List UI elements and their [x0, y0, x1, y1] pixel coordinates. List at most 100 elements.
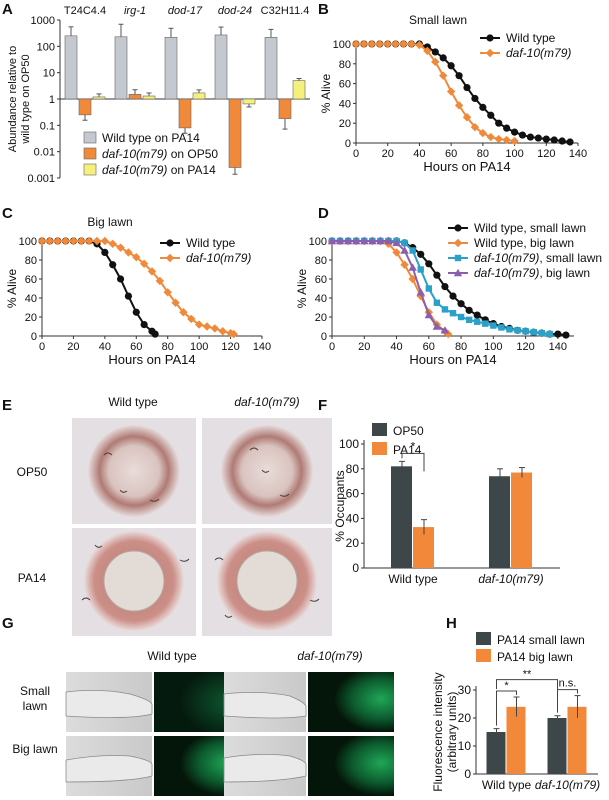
y-tick-label: 0.001 — [27, 173, 55, 185]
bar-0 — [64, 35, 78, 100]
series-point-0 — [550, 136, 558, 144]
series-point-1 — [462, 113, 472, 122]
series-point-1 — [210, 324, 220, 333]
bar-1 — [567, 706, 587, 774]
series-point-2 — [441, 306, 449, 313]
series-point-0 — [439, 54, 447, 62]
x-tick-label: 20 — [67, 341, 79, 353]
category-label: irg-1 — [124, 5, 146, 17]
series-point-1 — [351, 39, 361, 49]
series-point-0 — [447, 62, 455, 70]
x-tick-label: 80 — [162, 341, 174, 353]
series-point-2 — [514, 327, 521, 334]
legend-label-1: PA14 big lawn — [497, 650, 573, 664]
legend-label-0: Wild type — [186, 236, 236, 250]
y-tick-label: 100 — [19, 236, 37, 248]
bar-1 — [228, 98, 242, 168]
series-point-0 — [457, 300, 465, 308]
series-point-0 — [433, 271, 441, 279]
legend-marker-1 — [453, 238, 463, 248]
series-point-1 — [392, 248, 401, 257]
x-tick-label: 120 — [516, 341, 534, 353]
series-point-0 — [151, 330, 159, 338]
series-point-3 — [384, 236, 393, 245]
chart-title: Small lawn — [409, 13, 467, 27]
bar-2 — [192, 92, 206, 100]
x-tick-label: 80 — [477, 148, 489, 160]
x-tick-label: 140 — [253, 341, 271, 353]
series-point-1 — [415, 40, 424, 50]
y-tick-label: 10 — [458, 739, 472, 753]
series-point-0 — [463, 83, 471, 92]
series-point-2 — [465, 316, 473, 324]
category-label: daf-10(m79) — [535, 778, 600, 792]
series-point-0 — [116, 275, 125, 283]
series-point-1 — [37, 236, 47, 246]
x-tick-label: 80 — [455, 341, 467, 353]
series-point-1 — [187, 314, 196, 324]
series-point-0 — [441, 283, 449, 291]
x-tick-label: 120 — [537, 148, 555, 160]
gfp-daf10-small — [308, 672, 394, 732]
sig-label: * — [411, 439, 416, 453]
legend-label-1: daf-10(m79) — [506, 46, 571, 60]
series-point-0 — [431, 48, 439, 56]
series-point-0 — [465, 306, 473, 314]
y-axis-label: Abundance relative towild type on OP50 — [7, 46, 32, 152]
lawn-wt-pa14 — [103, 550, 165, 612]
x-tick-label: 20 — [382, 148, 394, 160]
panel-e-row-pa14: PA14 — [18, 571, 47, 585]
series-point-0 — [109, 261, 117, 269]
y-axis-label: % Alive — [295, 269, 309, 309]
series-point-1 — [69, 236, 78, 246]
series-point-0 — [449, 292, 457, 300]
panel-letter-c: C — [2, 205, 13, 222]
series-point-0 — [526, 133, 535, 141]
series-point-2 — [457, 313, 465, 321]
x-tick-label: 40 — [99, 341, 111, 353]
series-point-0 — [554, 330, 562, 338]
series-point-1 — [155, 276, 165, 286]
series-point-0 — [487, 111, 495, 119]
y-tick-label: 0.1 — [40, 120, 55, 132]
series-point-1 — [202, 322, 212, 331]
category-label: T24C4.4 — [64, 5, 106, 17]
series-point-1 — [494, 134, 503, 144]
series-point-1 — [53, 236, 62, 246]
legend-marker-2 — [454, 254, 462, 262]
legend-swatch-2 — [83, 163, 97, 176]
bar-1 — [78, 98, 92, 116]
panel-g-row-big-label: Big lawn — [12, 742, 57, 756]
series-point-0 — [510, 128, 519, 136]
panel-g-row-small-label: Small lawn — [20, 684, 50, 713]
series-point-1 — [132, 252, 141, 262]
sig-label-between: ** — [523, 669, 532, 681]
panel-e-col-wildtype: Wild type — [108, 395, 158, 409]
plate-daf10-op50 — [221, 425, 313, 517]
x-tick-label: 100 — [190, 341, 208, 353]
series-point-0 — [558, 137, 566, 145]
bar-1 — [511, 472, 532, 568]
x-axis-label: Hours on PA14 — [409, 352, 496, 367]
worm-bf-wt-big — [65, 755, 153, 783]
y-axis-label: % Alive — [319, 74, 333, 114]
legend-label-2: daf-10(m79), small lawn — [474, 251, 602, 265]
category-label: C32H11.4 — [261, 5, 310, 17]
series-point-1 — [407, 39, 416, 49]
y-tick-label: 20 — [339, 118, 351, 130]
y-tick-label: 0.01 — [34, 147, 55, 159]
series-point-0 — [425, 260, 433, 268]
legend-label-1: Wild type, big lawn — [474, 236, 574, 250]
series-point-1 — [84, 236, 94, 246]
y-tick-label: 40 — [25, 293, 37, 305]
legend-swatch-1 — [83, 147, 97, 160]
y-tick-label: 0 — [464, 767, 471, 781]
series-point-1 — [367, 39, 377, 49]
series-point-0 — [479, 103, 487, 111]
series-point-0 — [542, 135, 550, 143]
worm-squiggles — [81, 447, 320, 618]
